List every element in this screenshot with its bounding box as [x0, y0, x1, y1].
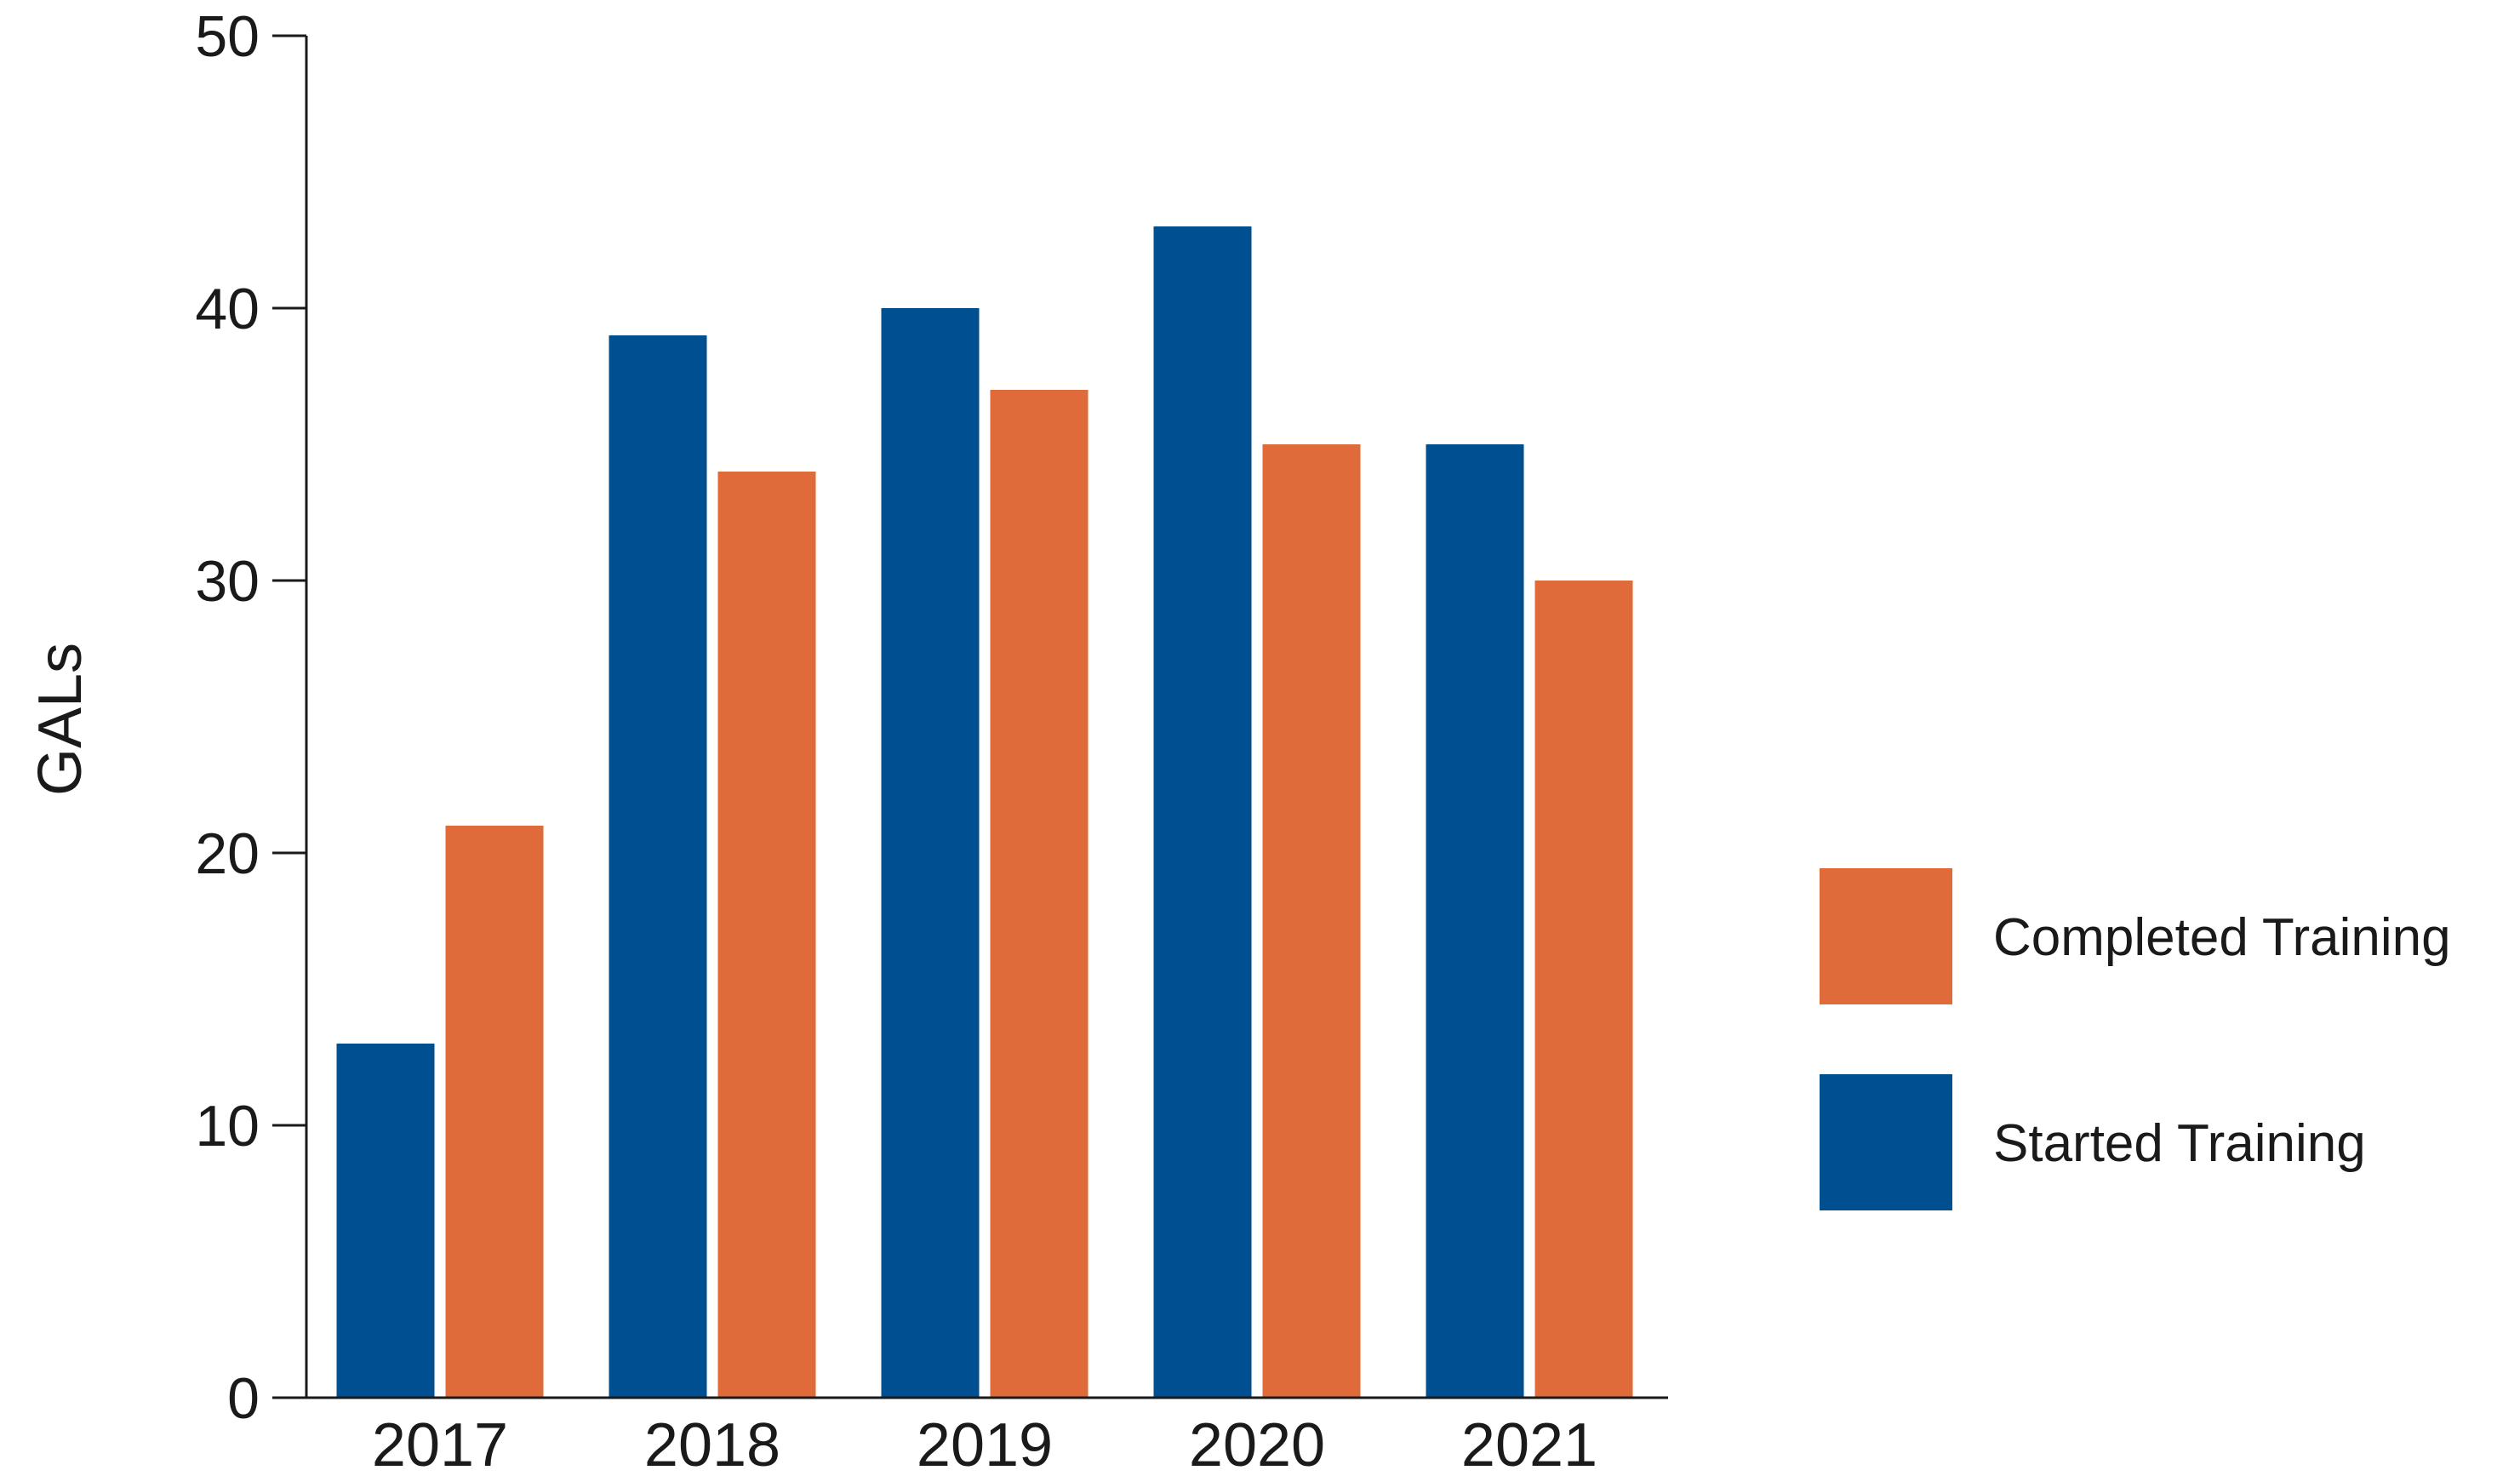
y-axis-title: GALs: [26, 643, 94, 796]
bar-started-training-2019: [881, 308, 980, 1398]
x-tick-label-2019: 2019: [917, 1411, 1053, 1476]
bars-layer: [336, 226, 1633, 1398]
x-tick-label-2021: 2021: [1461, 1411, 1597, 1476]
y-tick-label-50: 50: [195, 4, 260, 69]
axes-layer: [305, 36, 1668, 1399]
bar-started-training-2020: [1153, 226, 1252, 1398]
bar-started-training-2021: [1426, 444, 1524, 1398]
y-tick-label-10: 10: [195, 1094, 260, 1158]
legend: Completed Training Started Training: [1820, 868, 2451, 1210]
legend-swatch-completed-training: [1820, 868, 1952, 1004]
x-tick-label-2017: 2017: [372, 1411, 508, 1476]
x-tick-label-2018: 2018: [644, 1411, 780, 1476]
x-tick-labels: 2017 2018 2019 2020 2021: [372, 1411, 1597, 1476]
bar-completed-training-2019: [990, 390, 1089, 1398]
y-tick-label-30: 30: [195, 549, 260, 614]
y-tick-label-20: 20: [195, 821, 260, 886]
x-tick-label-2020: 2020: [1189, 1411, 1325, 1476]
legend-label-completed-training: Completed Training: [1993, 908, 2451, 967]
legend-swatch-started-training: [1820, 1074, 1952, 1210]
y-tick-label-0: 0: [227, 1366, 260, 1431]
bar-completed-training-2018: [717, 472, 816, 1398]
y-tick-label-40: 40: [195, 277, 260, 341]
bar-completed-training-2017: [445, 826, 544, 1398]
bar-completed-training-2021: [1534, 581, 1633, 1398]
y-ticks: 0 10 20 30 40 50: [195, 4, 306, 1431]
bar-started-training-2018: [609, 335, 707, 1398]
legend-label-started-training: Started Training: [1993, 1114, 2366, 1173]
bar-started-training-2017: [336, 1044, 435, 1398]
bar-completed-training-2020: [1262, 444, 1361, 1398]
